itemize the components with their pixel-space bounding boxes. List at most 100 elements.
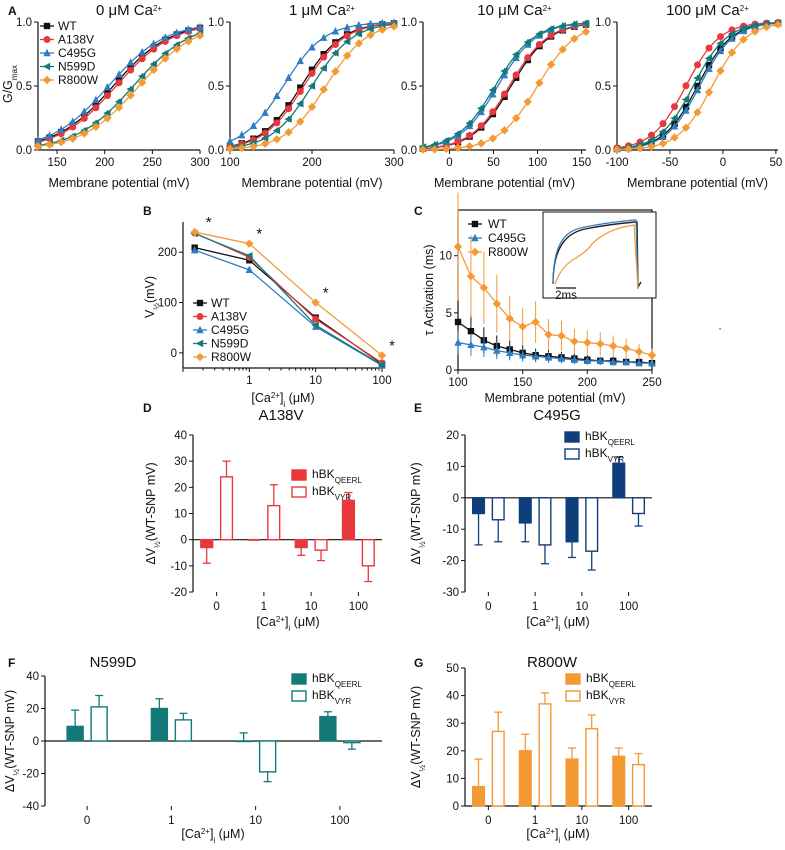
data-point-N599D	[272, 126, 281, 135]
bar-qeerl-100	[612, 755, 626, 807]
data-point-R800W	[377, 351, 387, 360]
x-axis-label-part: (μM)	[560, 827, 589, 841]
legend-label-part: hBK	[586, 688, 609, 702]
data-point-A138V	[138, 55, 146, 63]
data-point-R800W	[296, 117, 305, 126]
data-point-R800W	[453, 242, 463, 251]
data-point-N599D	[500, 67, 508, 75]
data-point-A138V	[92, 104, 100, 112]
panel-a-title-part: 2+	[346, 4, 355, 13]
data-point-N599D	[647, 136, 655, 144]
legend-label-part: hBK	[312, 467, 335, 481]
x-tick-label: 200	[95, 157, 114, 169]
y-tick-label: -40	[22, 801, 39, 813]
bar-qeerl-0	[66, 725, 84, 742]
data-point-R800W	[195, 31, 205, 40]
data-point-R800W	[389, 22, 399, 31]
panel-e-chart: E C495G -30 -20 -10 0 10 20 0 1 10 100 ΔV½(WT-SNP mV…	[409, 401, 652, 633]
data-point-R800W	[466, 272, 476, 281]
data-point-R800W	[465, 142, 474, 151]
data-point-C495G	[261, 108, 269, 116]
bar-vyr-0	[90, 706, 108, 742]
bar-qeerl-0	[471, 497, 486, 515]
y-tick-label: 10	[446, 461, 459, 473]
data-point-C495G	[609, 357, 617, 366]
x-tick-label: 50	[769, 157, 782, 169]
legend-label-part: VYR	[609, 697, 626, 706]
panel-a-title: 10 μM Ca2+	[477, 2, 552, 19]
data-point-A138V	[705, 44, 713, 52]
x-axis-label-part: ]	[555, 615, 558, 629]
data-point-C495G	[92, 95, 100, 104]
data-point-A138V	[694, 61, 701, 69]
data-point-R800W	[681, 123, 691, 132]
trace-R800W	[554, 224, 639, 290]
data-point-R800W	[161, 54, 170, 63]
data-point-C495G	[705, 64, 713, 72]
data-point-A138V	[80, 114, 88, 122]
y-tick-label: 0.0	[16, 145, 32, 157]
data-point-N599D	[126, 85, 134, 93]
x-tick-label: 150	[572, 157, 591, 169]
data-point-R800W	[500, 126, 509, 135]
significance-star: *	[256, 226, 262, 243]
data-point-R800W	[137, 78, 147, 87]
panel-letter: G	[414, 656, 423, 670]
data-point-N599D	[319, 64, 327, 72]
data-point-C495G	[45, 131, 54, 139]
data-point-R800W	[342, 51, 352, 60]
y-axis-label-part: G/G	[1, 80, 15, 103]
data-point-C495G	[355, 20, 363, 29]
bar-vyr-1	[267, 504, 281, 541]
data-point-R800W	[612, 145, 622, 154]
data-point-A138V	[477, 122, 485, 130]
data-point-A138V	[671, 103, 678, 111]
x-axis-label: Membrane potential (mV)	[241, 176, 382, 190]
legend-marker-A138V	[196, 313, 204, 320]
data-point-R800W	[249, 142, 258, 151]
panel-letter: F	[8, 656, 15, 670]
data-point-R800W	[647, 142, 656, 151]
trace-C495G	[552, 219, 639, 289]
data-point-R800W	[418, 145, 428, 154]
data-point-R800W	[635, 144, 645, 153]
data-point-C495G	[34, 135, 42, 144]
data-point-R800W	[237, 143, 246, 153]
x-axis-label-part: i	[558, 624, 560, 633]
bar-qeerl-1	[518, 497, 532, 524]
fit-curve-C495G	[229, 21, 395, 142]
legend-label-C495G: C495G	[488, 231, 526, 245]
legend-marker-N599D	[42, 62, 51, 71]
data-point-R800W	[621, 344, 631, 353]
x-axis-label-part: [Ca	[526, 615, 546, 629]
bar-qeerl-10	[234, 740, 253, 743]
x-tick-label: 0	[720, 157, 726, 169]
data-point-N599D	[535, 30, 543, 38]
legend-label-part: QEERL	[335, 680, 363, 689]
legend-marker-WT	[43, 22, 51, 30]
x-tick-label: 200	[302, 157, 321, 169]
data-point-R800W	[624, 144, 633, 154]
bar-vyr-0	[491, 730, 505, 807]
x-axis-label-part: 2+	[546, 615, 555, 624]
bar-qeerl-1	[518, 750, 532, 807]
data-point-N599D	[442, 136, 450, 145]
panel-letter-b: B	[143, 204, 152, 218]
data-point-C495G	[489, 90, 497, 98]
data-point-C495G	[126, 58, 135, 66]
x-tick-label: 100	[528, 157, 547, 169]
y-tick-label: 0.0	[595, 145, 611, 157]
x-axis-label: Membrane potential (mV)	[48, 176, 189, 190]
panel-a-title: 100 μM Ca2+	[666, 2, 749, 19]
y-axis-label-part: ½	[418, 541, 427, 548]
data-point-R800W	[750, 27, 760, 36]
legend-label: hBKVYR	[586, 688, 625, 706]
data-point-A138V	[717, 33, 724, 41]
y-tick-label: 5	[446, 308, 452, 320]
panel-a-title-part: 0 μM Ca	[96, 2, 154, 19]
y-axis-label-part: (WT-SNP mV)	[409, 686, 423, 765]
y-tick-label: 20	[26, 704, 39, 716]
data-point-A138V	[312, 315, 320, 323]
y-tick-label: -20	[442, 556, 459, 568]
y-axis-label: ΔV½(WT-SNP mV)	[409, 686, 427, 788]
